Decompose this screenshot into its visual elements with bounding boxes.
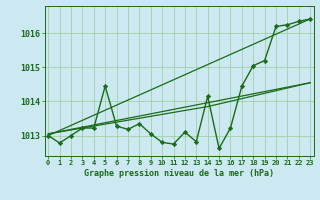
X-axis label: Graphe pression niveau de la mer (hPa): Graphe pression niveau de la mer (hPa) [84, 169, 274, 178]
